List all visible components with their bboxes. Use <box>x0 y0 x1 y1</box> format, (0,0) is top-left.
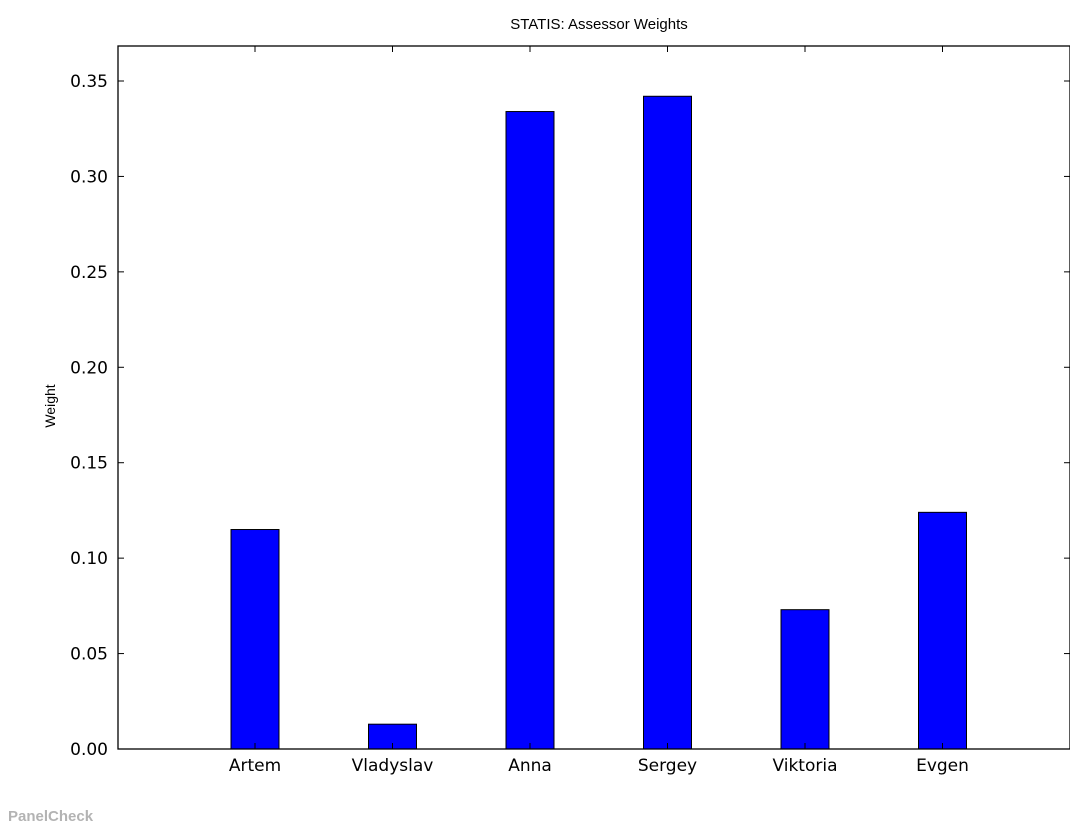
plot-frame <box>117 45 1070 750</box>
bar-viktoria <box>780 609 830 750</box>
bar-anna <box>505 111 555 750</box>
y-tick-label: 0.20 <box>70 358 108 378</box>
x-tick-label: Viktoria <box>772 756 837 776</box>
bar-artem <box>230 529 280 750</box>
y-ticks-group: 0.00 0.05 0.10 0.15 0.20 0.25 0.30 0.35 <box>70 72 1070 760</box>
y-tick-label: 0.30 <box>70 167 108 187</box>
x-tick-label: Artem <box>229 756 281 776</box>
y-tick-label: 0.25 <box>70 263 108 283</box>
x-tick-label: Evgen <box>916 756 969 776</box>
panelcheck-watermark: PanelCheck <box>8 808 94 825</box>
y-tick-label: 0.05 <box>70 645 108 665</box>
x-tick-label: Sergey <box>638 756 697 776</box>
y-tick-label: 0.35 <box>70 72 108 92</box>
y-tick-label: 0.15 <box>70 454 108 474</box>
chart-title: STATIS: Assessor Weights <box>510 16 688 33</box>
x-ticks-group: Artem Vladyslav Anna Sergey Viktoria Evgen <box>229 46 969 776</box>
y-tick-label: 0.00 <box>70 740 108 760</box>
x-tick-label: Vladyslav <box>352 756 434 776</box>
bars-group <box>230 95 967 750</box>
bar-evgen <box>918 511 967 750</box>
y-axis-label: Weight <box>42 384 58 427</box>
x-tick-label: Anna <box>508 756 552 776</box>
bar-sergey <box>643 95 692 750</box>
y-tick-label: 0.10 <box>70 549 108 569</box>
